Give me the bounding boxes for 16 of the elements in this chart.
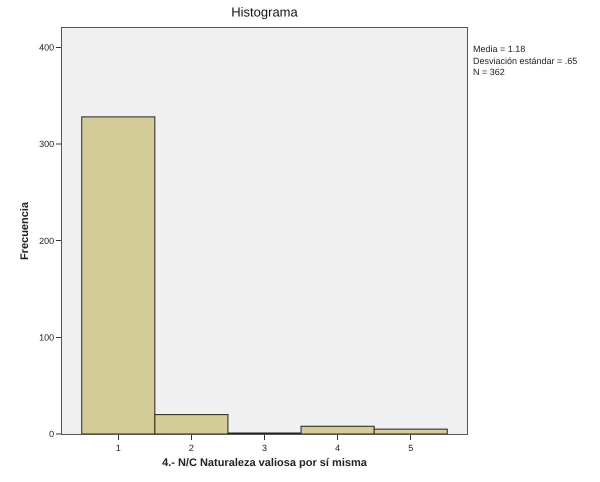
y-tick-label: 0 [49,429,54,440]
text: Desviación estándar = .65 [473,56,578,66]
x-tick-label: 3 [262,442,268,453]
x-tick-label: 2 [188,442,194,453]
x-tick-label: 4 [335,442,340,453]
y-axis-title: Frecuencia [18,201,31,260]
y-tick-label: 200 [39,236,54,246]
x-tick-label: 1 [116,442,121,453]
x-axis-title: 4.- N/C Naturaleza valiosa por sí misma [162,457,368,469]
y-tick-label: 100 [39,332,54,342]
text: Media = 1.18 [473,44,526,54]
y-tick-label: 300 [39,139,54,150]
x-tick-label: 5 [408,442,414,453]
y-tick-label: 400 [39,42,54,52]
text: N = 362 [473,67,505,77]
chart-title: Histograma [231,4,298,20]
